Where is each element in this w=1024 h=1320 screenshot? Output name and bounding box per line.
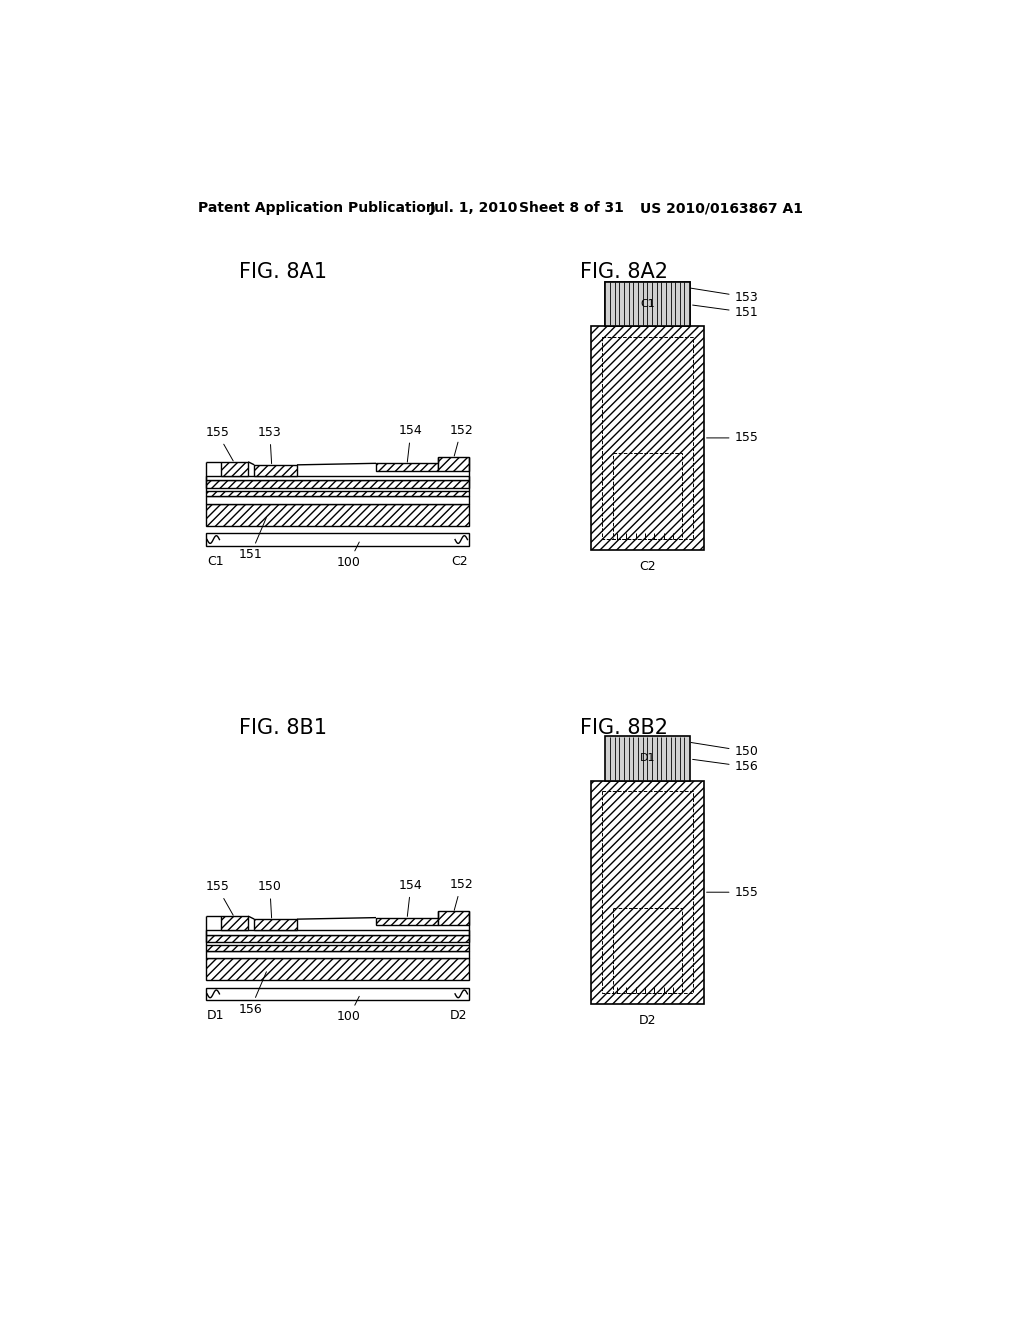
Bar xyxy=(592,326,703,549)
Text: 152: 152 xyxy=(450,878,473,911)
Text: C1: C1 xyxy=(640,298,655,309)
Text: 155: 155 xyxy=(205,880,233,915)
Text: Jul. 1, 2010: Jul. 1, 2010 xyxy=(430,202,518,215)
Text: FIG. 8A2: FIG. 8A2 xyxy=(580,263,668,282)
Text: C2: C2 xyxy=(451,554,467,568)
Bar xyxy=(376,917,438,925)
Bar xyxy=(206,491,469,496)
Bar xyxy=(605,281,690,326)
Text: C2: C2 xyxy=(639,560,655,573)
Text: D2: D2 xyxy=(639,1014,656,1027)
Bar xyxy=(254,465,297,475)
Text: Sheet 8 of 31: Sheet 8 of 31 xyxy=(519,202,625,215)
Bar xyxy=(206,945,469,950)
Bar xyxy=(254,919,297,929)
Text: 156: 156 xyxy=(239,972,266,1016)
Bar xyxy=(206,929,469,935)
Text: 151: 151 xyxy=(239,517,266,561)
Text: 151: 151 xyxy=(692,305,759,319)
Bar xyxy=(613,908,682,993)
Text: 100: 100 xyxy=(337,543,360,569)
Text: FIG. 8B2: FIG. 8B2 xyxy=(580,718,668,738)
Bar xyxy=(206,958,469,979)
Bar xyxy=(602,337,693,539)
Bar xyxy=(592,780,703,1003)
Bar xyxy=(206,950,469,958)
Bar xyxy=(206,475,469,480)
Bar xyxy=(206,480,469,488)
Text: 150: 150 xyxy=(258,880,282,917)
Text: 152: 152 xyxy=(450,424,473,455)
Text: US 2010/0163867 A1: US 2010/0163867 A1 xyxy=(640,202,803,215)
Text: Patent Application Publication: Patent Application Publication xyxy=(198,202,435,215)
Text: D2: D2 xyxy=(450,1008,467,1022)
Bar xyxy=(206,533,469,545)
Bar xyxy=(221,916,248,929)
Text: 154: 154 xyxy=(399,879,423,916)
Bar xyxy=(602,792,693,993)
Bar xyxy=(221,462,248,475)
Text: 155: 155 xyxy=(707,886,759,899)
Text: C1: C1 xyxy=(207,554,223,568)
Bar xyxy=(613,453,682,539)
Text: 100: 100 xyxy=(337,997,360,1023)
Bar xyxy=(376,463,438,471)
Bar xyxy=(206,935,469,942)
Text: D1: D1 xyxy=(207,1008,224,1022)
Text: FIG. 8A1: FIG. 8A1 xyxy=(239,263,327,282)
Bar xyxy=(605,281,690,326)
Text: 150: 150 xyxy=(691,742,759,758)
Bar xyxy=(206,504,469,525)
Text: D1: D1 xyxy=(640,754,655,763)
Bar xyxy=(438,457,469,471)
Text: 153: 153 xyxy=(691,288,759,304)
Text: 155: 155 xyxy=(707,432,759,445)
Bar xyxy=(605,281,690,326)
Bar xyxy=(605,737,690,780)
Text: 156: 156 xyxy=(692,759,759,774)
Text: 154: 154 xyxy=(399,425,423,462)
Text: 153: 153 xyxy=(258,426,282,463)
Text: FIG. 8B1: FIG. 8B1 xyxy=(239,718,327,738)
Text: 155: 155 xyxy=(205,426,233,461)
Bar xyxy=(206,987,469,1001)
Bar xyxy=(206,496,469,504)
Bar xyxy=(438,911,469,925)
